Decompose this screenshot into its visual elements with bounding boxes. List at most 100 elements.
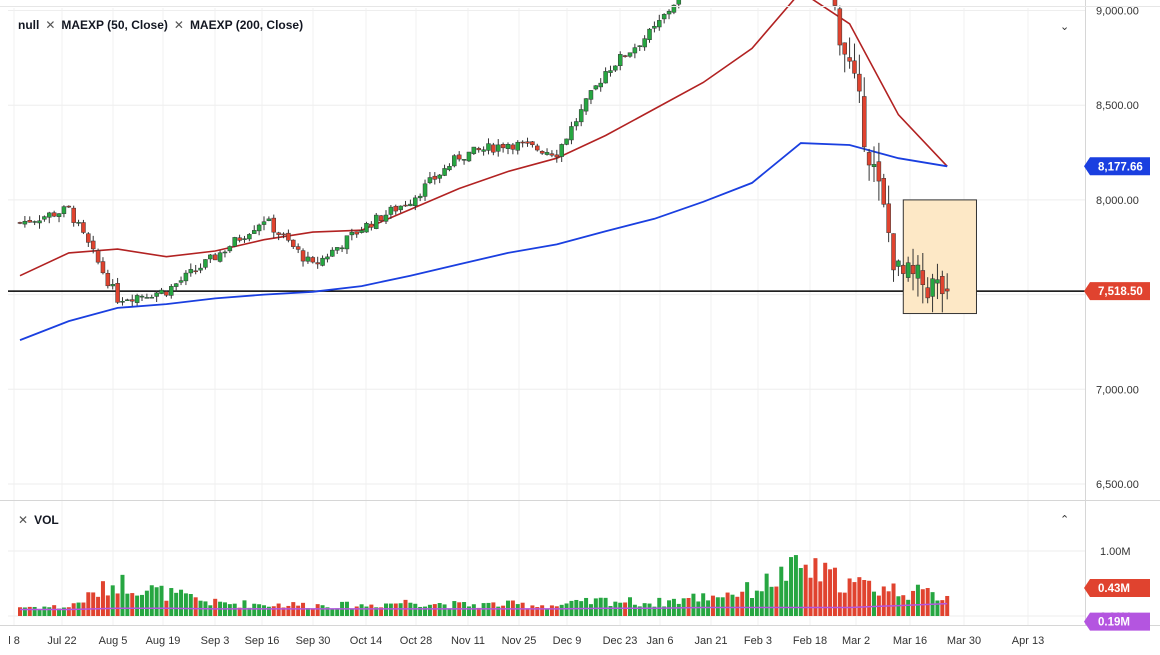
candle-body[interactable]: [242, 238, 247, 240]
volume-bar[interactable]: [852, 582, 857, 616]
volume-bar[interactable]: [872, 591, 876, 616]
volume-bar[interactable]: [701, 593, 706, 616]
candle-body[interactable]: [652, 25, 657, 29]
volume-bar[interactable]: [940, 600, 945, 616]
volume-bar[interactable]: [496, 606, 501, 616]
candle-body[interactable]: [910, 265, 916, 275]
volume-bar[interactable]: [559, 604, 564, 616]
candle-body[interactable]: [305, 256, 311, 262]
volume-bar[interactable]: [652, 606, 657, 616]
remove-volume-icon[interactable]: ✕: [18, 513, 29, 527]
volume-bar[interactable]: [384, 603, 388, 616]
candle-body[interactable]: [896, 260, 901, 267]
candle-body[interactable]: [17, 222, 23, 224]
volume-bar[interactable]: [159, 585, 164, 616]
candle-body[interactable]: [188, 269, 194, 274]
candle-body[interactable]: [320, 257, 325, 266]
candle-body[interactable]: [530, 141, 535, 146]
candle-body[interactable]: [47, 212, 52, 218]
volume-bar[interactable]: [530, 605, 535, 616]
candle-body[interactable]: [930, 278, 935, 297]
candle-body[interactable]: [271, 217, 277, 233]
volume-bar[interactable]: [183, 593, 188, 616]
candle-body[interactable]: [515, 141, 521, 151]
volume-bar[interactable]: [418, 606, 423, 616]
candle-body[interactable]: [417, 195, 423, 199]
candle-body[interactable]: [842, 42, 847, 55]
volume-bar[interactable]: [257, 604, 262, 616]
candle-body[interactable]: [852, 60, 857, 74]
volume-bar[interactable]: [208, 605, 213, 616]
candle-body[interactable]: [554, 154, 560, 158]
volume-bar[interactable]: [120, 574, 125, 616]
candle-body[interactable]: [276, 232, 281, 235]
volume-bar[interactable]: [793, 555, 798, 616]
candle-body[interactable]: [237, 237, 242, 241]
volume-bar[interactable]: [769, 586, 774, 616]
volume-bar[interactable]: [564, 603, 569, 616]
volume-bar[interactable]: [676, 603, 681, 616]
volume-bar[interactable]: [281, 607, 286, 616]
volume-bar[interactable]: [818, 581, 823, 616]
collapse-volume-pane-icon[interactable]: ⌃: [1060, 514, 1070, 526]
remove-ma1-icon[interactable]: ✕: [45, 18, 56, 32]
volume-bar[interactable]: [125, 593, 130, 616]
candle-body[interactable]: [144, 297, 150, 299]
volume-bar[interactable]: [42, 606, 47, 616]
volume-bar[interactable]: [413, 603, 418, 616]
volume-bar[interactable]: [349, 609, 354, 616]
candle-body[interactable]: [583, 98, 589, 112]
volume-bar[interactable]: [911, 590, 916, 616]
candle-body[interactable]: [369, 223, 374, 228]
candle-body[interactable]: [139, 295, 145, 298]
candle-body[interactable]: [373, 214, 379, 229]
volume-bar[interactable]: [374, 607, 379, 616]
volume-bar[interactable]: [423, 606, 428, 616]
candle-body[interactable]: [574, 121, 579, 127]
candle-body[interactable]: [339, 247, 345, 250]
candle-body[interactable]: [100, 261, 106, 274]
volume-bar[interactable]: [393, 603, 398, 616]
candle-body[interactable]: [325, 256, 330, 260]
candle-body[interactable]: [500, 144, 506, 149]
candle-body[interactable]: [920, 270, 926, 286]
volume-bar[interactable]: [588, 604, 593, 616]
candle-body[interactable]: [578, 109, 584, 123]
volume-bar[interactable]: [359, 604, 364, 616]
volume-bar[interactable]: [789, 557, 794, 616]
candle-body[interactable]: [71, 207, 76, 223]
candle-body[interactable]: [437, 174, 442, 179]
candle-body[interactable]: [525, 141, 530, 144]
volume-bar[interactable]: [823, 562, 828, 616]
candle-body[interactable]: [232, 237, 237, 247]
volume-bar[interactable]: [603, 597, 608, 616]
candle-body[interactable]: [212, 254, 218, 261]
candle-body[interactable]: [471, 146, 477, 154]
volume-bar[interactable]: [57, 608, 62, 616]
volume-bar[interactable]: [813, 558, 818, 616]
volume-bar[interactable]: [193, 597, 198, 616]
volume-bar[interactable]: [442, 604, 447, 616]
volume-bar[interactable]: [598, 597, 603, 616]
candle-body[interactable]: [857, 73, 862, 92]
volume-bar[interactable]: [935, 600, 940, 616]
volume-bar[interactable]: [52, 605, 57, 616]
candle-body[interactable]: [901, 265, 906, 274]
candle-body[interactable]: [461, 159, 467, 161]
volume-bar[interactable]: [637, 606, 642, 616]
volume-bar[interactable]: [608, 605, 613, 616]
candle-body[interactable]: [603, 71, 608, 84]
volume-bar[interactable]: [764, 573, 769, 616]
volume-bar[interactable]: [554, 606, 559, 616]
remove-ma2-icon[interactable]: ✕: [173, 18, 184, 32]
candle-body[interactable]: [154, 292, 159, 297]
volume-bar[interactable]: [262, 605, 266, 616]
candle-body[interactable]: [622, 55, 628, 57]
candle-body[interactable]: [173, 283, 179, 287]
candle-body[interactable]: [310, 257, 316, 263]
candle-body[interactable]: [632, 47, 638, 54]
candle-body[interactable]: [861, 96, 867, 148]
candle-body[interactable]: [559, 144, 564, 157]
candle-body[interactable]: [447, 166, 452, 171]
candle-body[interactable]: [876, 161, 882, 182]
